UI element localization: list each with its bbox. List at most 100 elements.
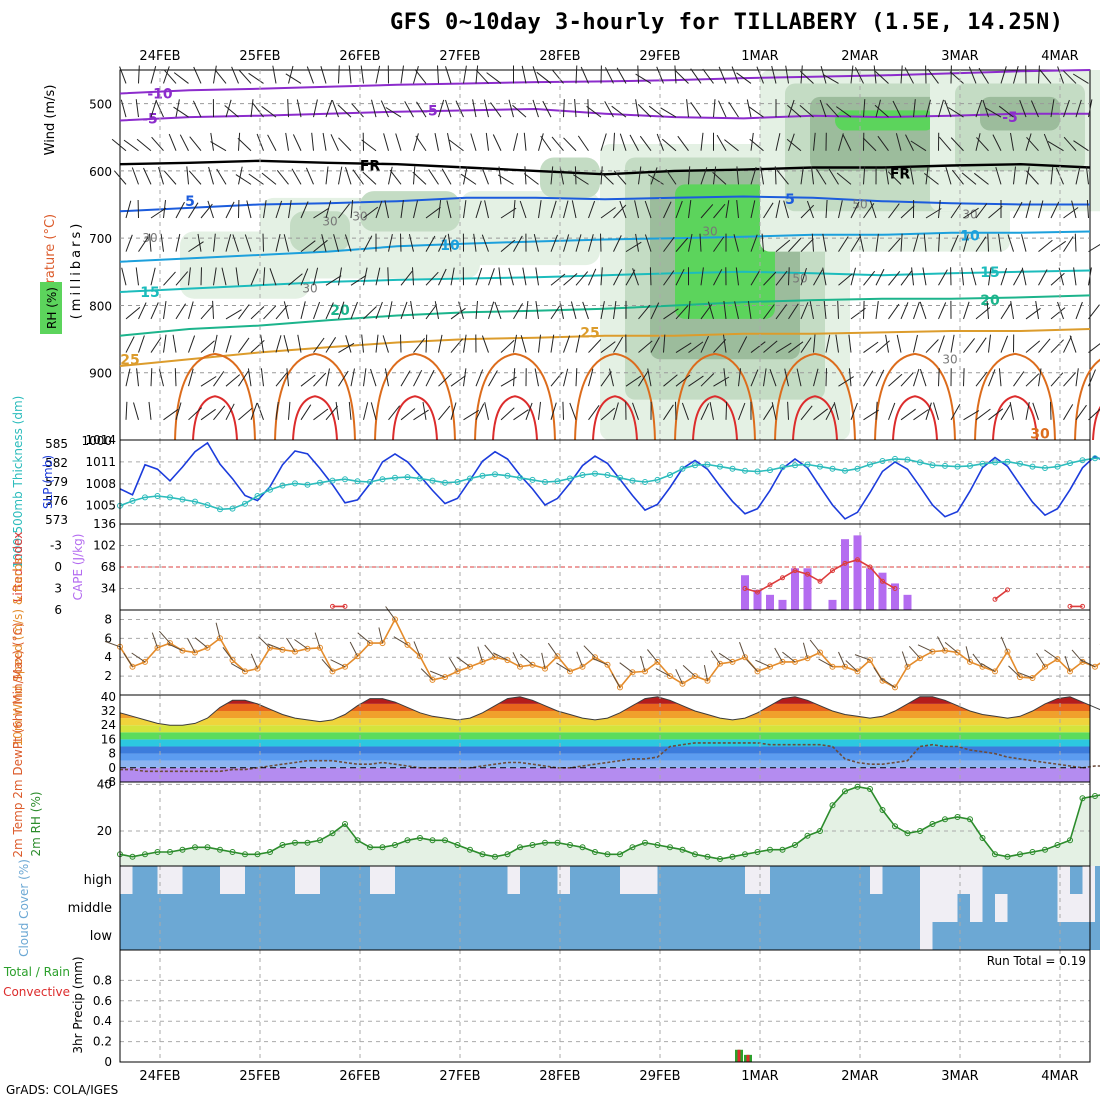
surface-wind-barb bbox=[413, 641, 421, 657]
surface-wind-barb bbox=[682, 665, 696, 677]
wind-barb bbox=[550, 200, 557, 219]
temp-tick-label: 0 bbox=[108, 761, 116, 775]
wind-barb bbox=[150, 302, 159, 320]
cloud-cell bbox=[532, 922, 546, 950]
thickness-tick-label: 585 bbox=[45, 437, 68, 451]
rh2m-line-marker bbox=[979, 835, 986, 841]
wind-barb bbox=[609, 368, 614, 387]
wind-barb bbox=[733, 234, 739, 252]
isotherm-35-loop bbox=[192, 395, 238, 441]
wind-barb bbox=[338, 301, 345, 320]
rh2m-line-marker bbox=[729, 853, 736, 860]
precip-tick-label: 0 bbox=[104, 1055, 112, 1069]
wind-barb bbox=[663, 236, 675, 252]
wind-barb bbox=[625, 241, 642, 253]
wind-barb bbox=[1013, 371, 1025, 387]
wind-barb bbox=[551, 136, 564, 152]
thickness-line-marker bbox=[504, 472, 511, 479]
cloud-cell bbox=[482, 866, 496, 894]
isotherm-35-loop bbox=[892, 395, 938, 441]
cloud-cell bbox=[570, 894, 583, 922]
wind-barb bbox=[600, 233, 602, 252]
wind-barb bbox=[388, 405, 401, 421]
wind-barb bbox=[688, 200, 692, 219]
credit-text: GrADS: COLA/IGES bbox=[6, 1083, 119, 1097]
wind-barb bbox=[174, 368, 177, 387]
wind-barb bbox=[200, 408, 216, 421]
wind-barb bbox=[850, 267, 856, 286]
rh2m-line-marker bbox=[1092, 793, 1098, 799]
wind-barb bbox=[1025, 307, 1041, 320]
wind-barb bbox=[1038, 338, 1051, 353]
wind-barb bbox=[788, 238, 802, 252]
cloud-cell bbox=[307, 894, 321, 922]
wind-barb bbox=[625, 269, 636, 286]
temp-color-band bbox=[120, 760, 1090, 768]
temp-color-band bbox=[120, 732, 1090, 740]
surface-wind-barb bbox=[944, 642, 958, 653]
rh2m-line-marker bbox=[129, 853, 136, 860]
wind-barb bbox=[950, 403, 961, 421]
wind-barb bbox=[922, 267, 927, 286]
cloud-cell bbox=[745, 922, 758, 950]
cloud-cell bbox=[807, 894, 821, 922]
cloud-cell bbox=[407, 866, 421, 894]
top-date-label: 29FEB bbox=[639, 49, 680, 64]
wind-barb bbox=[475, 268, 483, 286]
wind-barb bbox=[1050, 401, 1052, 420]
wind-barb bbox=[700, 132, 704, 151]
li-tick-label: -3 bbox=[50, 539, 62, 553]
wind-barb bbox=[975, 236, 987, 252]
cloud-cell bbox=[532, 894, 546, 922]
wind-barb bbox=[300, 404, 312, 421]
wind-barb bbox=[963, 301, 970, 320]
cloud-cell bbox=[182, 866, 196, 894]
wind-barb bbox=[523, 173, 539, 185]
wind-barb bbox=[192, 100, 202, 118]
wind-barb bbox=[163, 408, 179, 421]
wind-barb bbox=[522, 267, 527, 286]
wind-barb bbox=[446, 200, 452, 219]
thickness-line-marker bbox=[317, 479, 323, 486]
precip-tick-label: 0.4 bbox=[93, 1014, 112, 1028]
cloud-cell bbox=[970, 894, 983, 922]
lifted-index-line-marker bbox=[755, 589, 760, 595]
wind-barb bbox=[998, 105, 1014, 118]
thickness-line-marker bbox=[342, 476, 348, 483]
wind-barb bbox=[138, 65, 140, 84]
wind-barb bbox=[806, 200, 814, 219]
wind-barb bbox=[1025, 340, 1041, 353]
wind-barb bbox=[1038, 65, 1040, 84]
rh2m-line-marker bbox=[204, 844, 211, 851]
wind-barb bbox=[850, 402, 858, 420]
cloud-cell bbox=[145, 894, 158, 922]
wind-barb bbox=[988, 334, 991, 353]
wind-barb bbox=[963, 368, 965, 387]
wind-barb bbox=[188, 407, 203, 421]
wind-barb bbox=[756, 66, 764, 84]
isotherm-label: 25 bbox=[580, 325, 599, 341]
wind-barb bbox=[413, 65, 419, 84]
wind-barb bbox=[571, 200, 577, 219]
wind-barb bbox=[575, 334, 581, 353]
wind-barb bbox=[1007, 234, 1014, 252]
wind-barb bbox=[168, 133, 177, 151]
wind-barb bbox=[363, 235, 373, 252]
surface-wind-barb bbox=[1017, 671, 1033, 679]
thickness-line-marker bbox=[442, 479, 448, 486]
cloud-cell bbox=[420, 894, 433, 922]
wind-barb bbox=[563, 234, 570, 252]
thickness-line-marker bbox=[354, 478, 361, 485]
slp-axis-label: SLP (mb) bbox=[41, 455, 55, 509]
wind-barb bbox=[173, 72, 189, 84]
surface-wind-barb bbox=[917, 644, 933, 653]
wind-barb bbox=[320, 66, 327, 84]
rh2m-line-marker bbox=[404, 837, 411, 844]
isotherm-20 bbox=[119, 294, 1091, 337]
wind-barb bbox=[863, 99, 866, 118]
wind-barb bbox=[488, 370, 498, 387]
wind-barb bbox=[973, 172, 989, 185]
wind-barb bbox=[163, 301, 167, 319]
thickness-line-marker bbox=[992, 459, 998, 466]
